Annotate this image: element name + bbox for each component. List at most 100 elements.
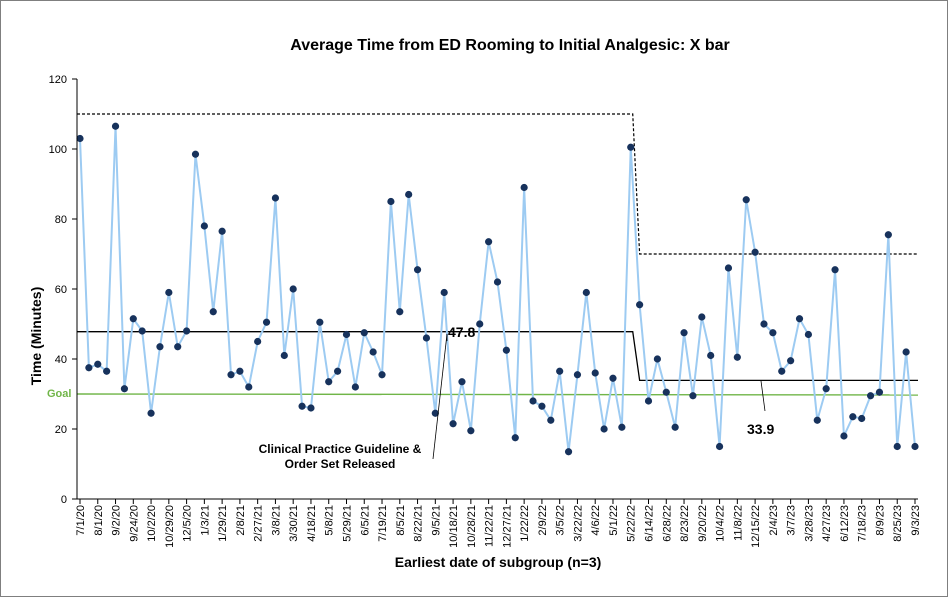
data-point: [627, 143, 635, 151]
y-axis-ticks: 0 20 40 60 80 100 120: [49, 74, 77, 506]
data-point: [458, 378, 466, 386]
x-tick-label: 3/7/23: [786, 505, 798, 536]
x-tick-label: 3/28/23: [803, 505, 815, 542]
data-point: [804, 330, 813, 339]
x-tick-label: 10/4/22: [715, 505, 727, 542]
annotation-leader-line: [432, 333, 448, 460]
data-point: [85, 364, 93, 372]
y-tick-label: 0: [61, 494, 67, 506]
data-point: [866, 392, 875, 400]
data-point: [644, 397, 653, 405]
x-tick-label: 8/1/20: [93, 505, 105, 536]
data-point: [582, 288, 590, 297]
data-point: [715, 442, 724, 451]
center-line: [77, 331, 918, 381]
data-point: [467, 427, 475, 435]
x-tick-label: 5/22/22: [626, 505, 638, 542]
data-point: [147, 409, 155, 417]
data-point: [342, 330, 351, 339]
data-point: [182, 327, 191, 335]
x-tick-label: 6/14/22: [644, 505, 656, 542]
x-tick-label: 11/22/21: [484, 505, 496, 547]
x-tick-label: 9/2/20: [111, 505, 123, 536]
x-tick-label: 9/3/23: [910, 505, 922, 536]
annotation-line-1: Clinical Practice Guideline &: [259, 442, 422, 456]
data-point: [600, 425, 608, 433]
data-point: [262, 318, 271, 326]
data-point: [689, 392, 697, 400]
data-point: [236, 367, 244, 375]
data-point: [413, 266, 422, 274]
x-tick-label: 4/18/21: [306, 505, 318, 542]
data-point: [289, 285, 297, 293]
y-tick-label: 100: [49, 144, 67, 156]
center-line-label-phase1: 47.8: [448, 324, 475, 340]
data-point: [840, 432, 848, 440]
x-tick-label: 12/5/20: [182, 505, 194, 542]
x-tick-label: 8/23/22: [679, 505, 691, 542]
data-point: [298, 402, 306, 410]
data-point: [307, 404, 315, 412]
data-point: [378, 371, 386, 379]
series-line: [79, 126, 916, 452]
data-point: [476, 320, 484, 328]
x-tick-label: 12/15/22: [750, 505, 762, 548]
x-axis-ticks: 7/1/20 8/1/20 9/2/20 9/24/20 10/2/20 10/29/20…: [75, 499, 922, 548]
data-point: [609, 374, 617, 382]
x-tick-label: 3/5/22: [555, 505, 567, 536]
data-point: [271, 194, 280, 202]
data-point: [316, 318, 324, 326]
data-point: [227, 371, 235, 379]
center-line-leader-phase2: [760, 380, 766, 412]
chart-title: Average Time from ED Rooming to Initial …: [290, 37, 730, 54]
x-tick-label: 3/30/21: [288, 505, 300, 542]
x-tick-label: 5/1/22: [608, 505, 620, 536]
data-point: [547, 416, 555, 424]
data-point: [351, 383, 359, 391]
data-points: [76, 122, 919, 456]
data-point: [369, 348, 377, 356]
x-tick-label: 1/22/22: [519, 505, 531, 542]
x-tick-label: 4/6/22: [590, 505, 602, 536]
x-tick-label: 3/22/22: [572, 505, 584, 542]
data-point: [254, 337, 262, 346]
data-point: [636, 301, 644, 309]
x-tick-label: 5/8/21: [324, 505, 336, 536]
data-point: [893, 442, 901, 451]
y-tick-label: 20: [55, 424, 67, 436]
data-point: [493, 278, 502, 286]
y-tick-label: 40: [55, 354, 67, 366]
data-point: [156, 343, 164, 351]
x-tick-label: 2/8/21: [235, 505, 247, 536]
data-point: [120, 385, 129, 393]
data-point: [174, 343, 182, 351]
x-tick-label: 6/5/21: [359, 505, 371, 536]
data-point: [449, 420, 457, 428]
y-tick-label: 120: [49, 74, 67, 86]
data-point: [751, 248, 759, 256]
x-tick-label: 7/19/21: [377, 505, 389, 542]
data-point: [200, 222, 208, 230]
data-point: [849, 413, 857, 421]
data-point: [422, 334, 431, 342]
data-point: [618, 423, 626, 431]
data-point: [529, 397, 537, 405]
data-point: [707, 351, 715, 360]
data-point: [787, 357, 795, 365]
data-point: [724, 264, 733, 272]
annotation-line-2: Order Set Released: [285, 457, 396, 471]
x-tick-label: 7/18/23: [857, 505, 869, 542]
x-axis-title: Earliest date of subgroup (n=3): [395, 554, 602, 570]
y-tick-label: 80: [55, 214, 67, 226]
data-point: [138, 327, 146, 335]
data-point: [325, 378, 333, 386]
data-point: [822, 385, 830, 393]
x-tick-label: 5/29/21: [341, 505, 353, 542]
data-point: [334, 367, 342, 375]
data-point: [387, 197, 395, 206]
x-tick-label: 2/4/23: [768, 505, 780, 536]
data-point: [831, 266, 839, 274]
data-point: [440, 288, 448, 297]
